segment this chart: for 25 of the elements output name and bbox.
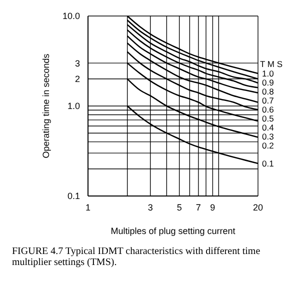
series-label: 0.9 <box>262 77 274 88</box>
series-label: 0.5 <box>262 113 274 124</box>
y-tick-label: 0.1 <box>67 191 80 202</box>
y-tick-label: 10.0 <box>62 11 80 22</box>
x-tick-label: 5 <box>176 202 182 212</box>
x-tick-label: 9 <box>210 202 216 212</box>
series-label: 0.2 <box>262 140 274 150</box>
x-tick-label: 20 <box>252 202 264 212</box>
series-label: 0.6 <box>262 104 274 114</box>
x-tick-label: 1 <box>85 202 91 212</box>
x-tick-label: 3 <box>148 202 153 212</box>
x-tick-label: 7 <box>196 202 201 212</box>
series-label: 0.1 <box>262 158 274 168</box>
caption: FIGURE 4.7 Typical IDMT characteristics with different time multiplier settings (TMS). <box>11 246 262 268</box>
legend-title: T M S <box>260 59 283 69</box>
y-tick-label: 3 <box>74 58 80 68</box>
series-label: 0.3 <box>262 131 274 142</box>
y-axis-title: Operating time in seconds <box>41 53 52 158</box>
series-label: 0.8 <box>262 86 274 96</box>
series-label: 0.4 <box>262 122 274 132</box>
x-axis-title: Multiples of plug setting current <box>110 226 236 236</box>
series-label: 0.7 <box>262 95 274 106</box>
y-tick-label: 2 <box>74 74 80 84</box>
y-tick-label: 1.0 <box>67 101 80 112</box>
series-label: 1.0 <box>262 68 274 78</box>
